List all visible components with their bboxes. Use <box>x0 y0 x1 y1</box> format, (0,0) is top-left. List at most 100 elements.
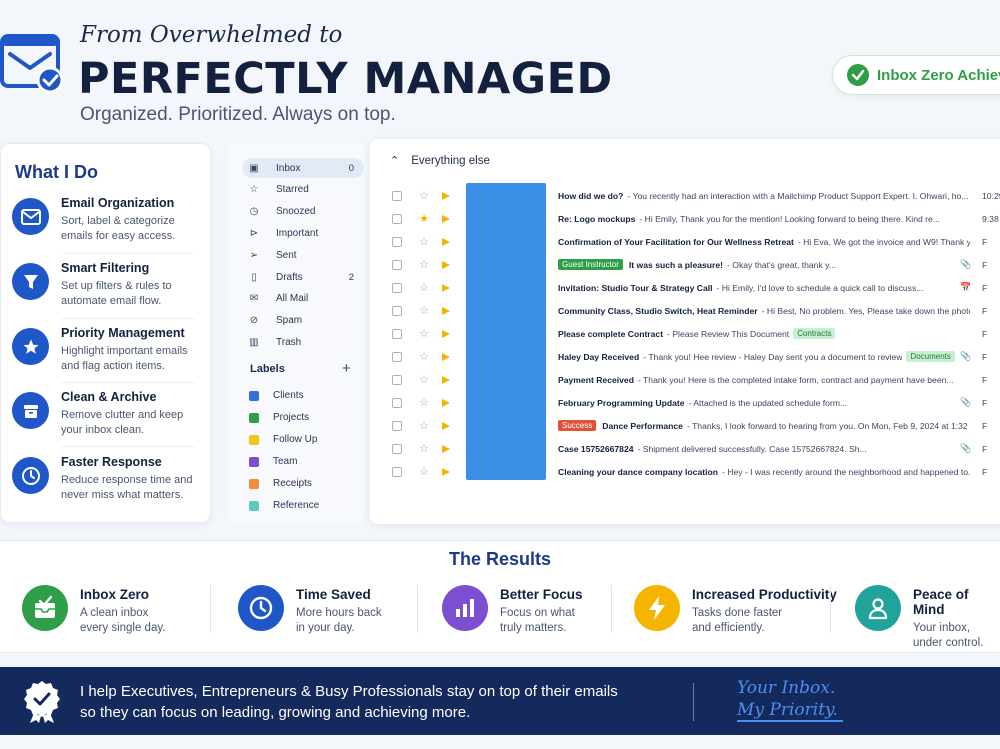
email-snippet: - Okay that's great, thank y... <box>727 259 836 270</box>
importance-marker-icon[interactable] <box>442 237 450 246</box>
nav-item-inbox[interactable]: ▣ Inbox 0 <box>242 158 364 178</box>
row-checkbox[interactable] <box>392 236 402 247</box>
label-item-receipts[interactable]: Receipts <box>249 478 312 489</box>
add-label-plus-icon[interactable]: + <box>342 360 351 377</box>
email-snippet: - Hi Eva, We got the invoice and W9! Tha… <box>797 236 970 247</box>
what-i-do-title: What I Do <box>15 162 98 182</box>
attachment-icon: 📎 <box>960 259 972 269</box>
email-row[interactable]: ☆ Haley Day Received - Thank you! Hee rev… <box>390 345 1000 368</box>
chevron-up-icon[interactable]: ⌃ <box>390 155 400 167</box>
nav-item-all-mail[interactable]: ✉ All Mail <box>244 289 364 309</box>
importance-marker-icon[interactable] <box>442 283 450 292</box>
importance-marker-icon[interactable] <box>442 421 450 430</box>
email-row[interactable]: ☆ How did we do? - You recently had an in… <box>390 184 1000 207</box>
row-checkbox[interactable] <box>392 305 402 316</box>
star-icon[interactable]: ☆ <box>419 443 429 455</box>
section-header[interactable]: ⌃ Everything else <box>390 154 490 168</box>
email-snippet: - Hi Emily, I'd love to schedule a quick… <box>716 282 924 293</box>
nav-item-important[interactable]: ⊳ Important <box>244 223 364 243</box>
clock-icon <box>12 457 49 494</box>
importance-marker-icon[interactable] <box>442 214 450 223</box>
star-icon[interactable]: ★ <box>419 213 429 225</box>
result-desc-line-1: Focus on what <box>500 607 575 619</box>
label-item-reference[interactable]: Reference <box>249 500 319 511</box>
results-divider <box>611 585 612 633</box>
importance-marker-icon[interactable] <box>442 467 450 476</box>
service-title: Clean & Archive <box>61 390 157 404</box>
row-checkbox[interactable] <box>392 328 402 339</box>
labels-heading: Labels <box>250 363 285 375</box>
email-row[interactable]: ☆ February Programming Update - Attached … <box>390 391 1000 414</box>
service-title: Faster Response <box>61 455 162 469</box>
divider <box>62 253 194 254</box>
importance-marker-icon[interactable] <box>442 398 450 407</box>
nav-count: 0 <box>348 162 354 174</box>
email-time: F <box>982 236 988 247</box>
email-row[interactable]: ☆ Payment Received - Thank you! Here is t… <box>390 368 1000 391</box>
nav-item-sent[interactable]: ➢ Sent <box>244 245 364 265</box>
label-item-team[interactable]: Team <box>249 456 297 467</box>
star-icon[interactable]: ☆ <box>419 466 429 478</box>
email-row[interactable]: ☆ Guest Instructor It was such a pleasure!… <box>390 253 1000 276</box>
inbox-icon: ▣ <box>249 162 259 174</box>
importance-marker-icon[interactable] <box>442 444 450 453</box>
nav-item-drafts[interactable]: ▯ Drafts 2 <box>244 267 364 287</box>
nav-item-snoozed[interactable]: ◷ Snoozed <box>244 202 364 222</box>
star-icon[interactable]: ☆ <box>419 328 429 340</box>
row-checkbox[interactable] <box>392 259 402 270</box>
email-row[interactable]: ☆ Cleaning your dance company location - … <box>390 460 1000 483</box>
email-subject: Invitation: Studio Tour & Strategy Call <box>558 282 713 293</box>
result-time-saved: Time Saved More hours back in your day. <box>238 585 382 636</box>
badge-label: Inbox Zero Achieved <box>877 66 1000 84</box>
slogan-line-1: Your Inbox. <box>737 678 836 698</box>
slogan-underline <box>737 720 843 722</box>
star-icon[interactable]: ☆ <box>419 397 429 409</box>
importance-marker-icon[interactable] <box>442 306 450 315</box>
result-desc-line-2: and efficiently. <box>692 622 765 634</box>
award-badge-icon <box>24 679 60 728</box>
row-checkbox[interactable] <box>392 443 402 454</box>
importance-marker-icon[interactable] <box>442 329 450 338</box>
email-row[interactable]: ☆ Case 15752667824 - Shipment delivered s… <box>390 437 1000 460</box>
star-icon[interactable]: ☆ <box>419 190 429 202</box>
email-row[interactable]: ★ Re: Logo mockups - Hi Emily, Thank you … <box>390 207 1000 230</box>
email-row[interactable]: ☆ Confirmation of Your Facilitation for O… <box>390 230 1000 253</box>
label-item-clients[interactable]: Clients <box>249 390 304 401</box>
row-checkbox[interactable] <box>392 397 402 408</box>
importance-marker-icon[interactable] <box>442 260 450 269</box>
row-checkbox[interactable] <box>392 420 402 431</box>
important-icon: ⊳ <box>249 227 259 239</box>
label-item-projects[interactable]: Projects <box>249 412 309 423</box>
email-preview: Haley Day Received - Thank you! Hee revi… <box>558 351 970 362</box>
row-checkbox[interactable] <box>392 351 402 362</box>
importance-marker-icon[interactable] <box>442 191 450 200</box>
email-time: F <box>982 466 988 477</box>
email-row[interactable]: ☆ Community Class, Studio Switch, Heat Re… <box>390 299 1000 322</box>
star-icon[interactable]: ☆ <box>419 259 429 271</box>
nav-item-trash[interactable]: ▥ Trash <box>244 332 364 352</box>
row-checkbox[interactable] <box>392 213 402 224</box>
row-checkbox[interactable] <box>392 466 402 477</box>
label-color-swatch <box>249 434 259 445</box>
email-row[interactable]: ☆ Please complete Contract - Please Revie… <box>390 322 1000 345</box>
star-icon[interactable]: ☆ <box>419 420 429 432</box>
service-desc: Highlight important emails and flag acti… <box>61 345 188 372</box>
star-icon[interactable]: ☆ <box>419 351 429 363</box>
page-title: PERFECTLY MANAGED <box>78 54 613 104</box>
importance-marker-icon[interactable] <box>442 375 450 384</box>
row-checkbox[interactable] <box>392 190 402 201</box>
email-row[interactable]: ☆ Invitation: Studio Tour & Strategy Call… <box>390 276 1000 299</box>
result-desc: Focus on what truly matters. <box>500 606 583 636</box>
row-checkbox[interactable] <box>392 282 402 293</box>
label-item-follow-up[interactable]: Follow Up <box>249 434 317 445</box>
star-icon[interactable]: ☆ <box>419 374 429 386</box>
star-icon[interactable]: ☆ <box>419 305 429 317</box>
nav-item-spam[interactable]: ⊘ Spam <box>244 311 364 331</box>
importance-marker-icon[interactable] <box>442 352 450 361</box>
star-icon[interactable]: ☆ <box>419 282 429 294</box>
service-desc: Sort, label & categorize emails for easy… <box>61 215 176 242</box>
nav-item-starred[interactable]: ☆ Starred <box>244 180 364 200</box>
star-icon[interactable]: ☆ <box>419 236 429 248</box>
email-row[interactable]: ☆ Success Dance Performance - Thanks, I lo… <box>390 414 1000 437</box>
row-checkbox[interactable] <box>392 374 402 385</box>
